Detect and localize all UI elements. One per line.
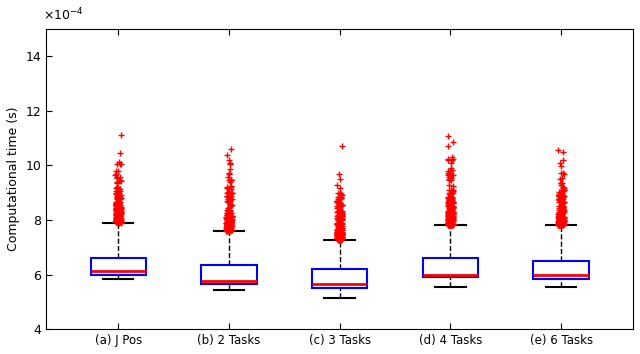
Bar	[90, 258, 146, 275]
Bar	[201, 265, 257, 284]
Y-axis label: Computational time (s): Computational time (s)	[7, 107, 20, 251]
Text: $\times10^{-4}$: $\times10^{-4}$	[44, 6, 84, 23]
Bar	[312, 269, 367, 288]
Bar	[422, 258, 478, 277]
Bar	[533, 261, 589, 279]
